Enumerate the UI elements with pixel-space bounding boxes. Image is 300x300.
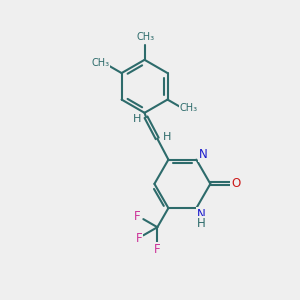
Text: CH₃: CH₃ [137, 32, 155, 42]
Text: H: H [132, 114, 141, 124]
Text: N: N [199, 148, 207, 161]
Text: F: F [136, 232, 142, 245]
Text: F: F [134, 210, 141, 223]
Text: CH₃: CH₃ [179, 103, 198, 113]
Text: N: N [197, 208, 206, 221]
Text: F: F [154, 243, 161, 256]
Text: H: H [197, 217, 206, 230]
Text: H: H [162, 132, 171, 142]
Text: CH₃: CH₃ [92, 58, 110, 68]
Text: O: O [231, 177, 241, 190]
